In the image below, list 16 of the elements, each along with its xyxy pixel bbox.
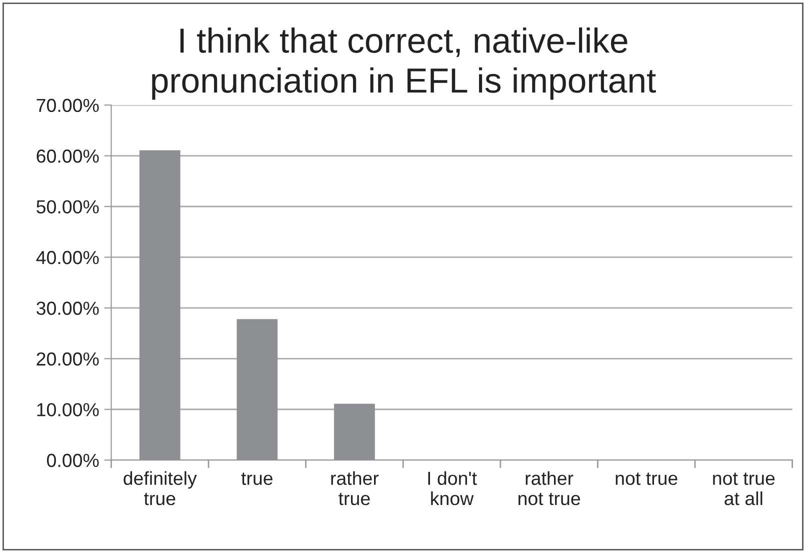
y-tick-label: 20.00% [36, 352, 99, 366]
x-tick-label: not true at all [713, 472, 775, 506]
chart-title: I think that correct, native-like pronunciation in EFL is important [152, 27, 656, 100]
x-tick-label: not true [616, 472, 678, 485]
x-tick-label: definitely true [124, 471, 197, 506]
y-tick-label: 10.00% [37, 403, 99, 416]
y-tick-label: 0.00% [46, 454, 99, 468]
y-tick-label: 60.00% [36, 149, 99, 163]
x-tick-label: I don't know [428, 471, 477, 506]
x-tick-label: rather not true [518, 471, 580, 506]
y-tick-label: 70.00% [36, 98, 99, 112]
x-tick-label: true [241, 472, 272, 485]
x-tick-label: rather true [331, 471, 379, 506]
y-tick-label: 40.00% [36, 250, 99, 264]
y-tick-label: 30.00% [36, 302, 99, 315]
y-tick-label: 50.00% [36, 200, 99, 214]
